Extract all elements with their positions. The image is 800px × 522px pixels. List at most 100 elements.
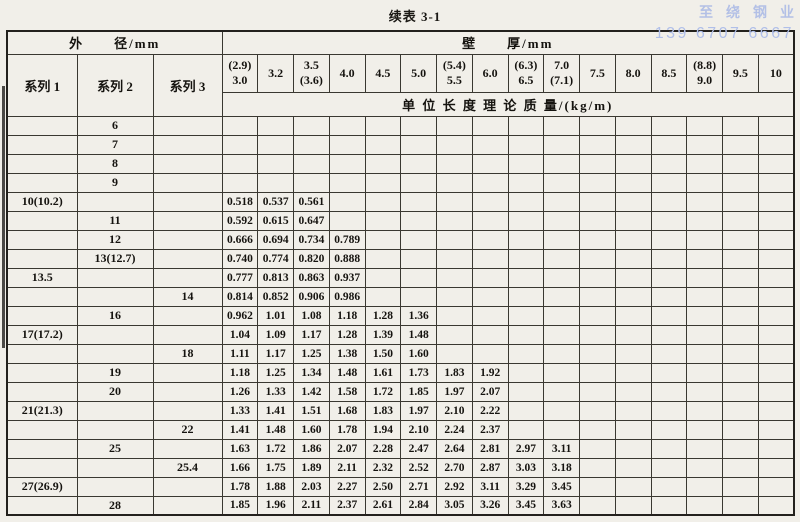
mass-cell: 2.22	[471, 400, 509, 421]
mass-cell	[471, 343, 509, 364]
mass-cell: 1.41	[257, 400, 295, 421]
table-row: 7	[6, 134, 795, 155]
mass-cell	[328, 210, 366, 231]
mass-cell: 1.08	[293, 305, 330, 326]
table-row: 11 0.592 0.615 0.647	[6, 210, 795, 231]
mass-cell: 3.26	[471, 495, 509, 516]
mass-cell: 1.92	[471, 362, 509, 383]
mass-cell	[650, 191, 688, 212]
mass-cell	[650, 457, 688, 478]
mass-cell	[579, 495, 616, 516]
mass-cell: 2.32	[364, 457, 402, 478]
mass-cell	[614, 267, 652, 288]
series2-cell: 12	[76, 229, 154, 250]
thickness-col-header: 5.0	[400, 53, 438, 93]
mass-cell: 1.73	[400, 362, 438, 383]
mass-cell	[436, 229, 473, 250]
mass-cell: 1.18	[328, 305, 366, 326]
mass-cell: 3.29	[507, 476, 545, 497]
mass-cell	[543, 172, 581, 193]
mass-cell	[722, 457, 759, 478]
mass-cell	[436, 286, 473, 307]
mass-cell	[221, 172, 259, 193]
mass-cell: 1.38	[328, 343, 366, 364]
mass-cell	[757, 286, 795, 307]
mass-cell: 0.777	[221, 267, 259, 288]
mass-cell	[614, 229, 652, 250]
mass-cell: 1.72	[257, 438, 295, 459]
table-row: 6	[6, 115, 795, 136]
mass-cell: 1.60	[293, 419, 330, 440]
table-row: 28 1.85 1.96 2.11 2.37 2.61 2.84 3.05 3.26 3.45 3.…	[6, 495, 795, 516]
mass-cell	[614, 343, 652, 364]
mass-cell: 0.592	[221, 210, 259, 231]
series1-cell	[6, 115, 78, 136]
series3-cell	[152, 381, 223, 402]
mass-cell: 1.48	[328, 362, 366, 383]
table-row: 21(21.3) 1.33 1.41 1.51 1.68 1.83 1.97 2.10 2.22	[6, 400, 795, 421]
mass-cell	[364, 172, 402, 193]
outer-diameter-header: 外 径/mm	[6, 30, 223, 55]
series2-cell: 7	[76, 134, 154, 155]
mass-cell	[364, 191, 402, 212]
mass-cell: 0.647	[293, 210, 330, 231]
mass-cell	[436, 153, 473, 174]
mass-cell	[614, 324, 652, 345]
mass-cell	[722, 381, 759, 402]
series1-cell	[6, 153, 78, 174]
thickness-col-header: (8.8) 9.0	[686, 53, 724, 93]
series2-cell	[76, 267, 154, 288]
mass-cell: 1.51	[293, 400, 330, 421]
mass-cell: 1.68	[328, 400, 366, 421]
mass-cell: 1.94	[364, 419, 402, 440]
mass-cell	[614, 438, 652, 459]
series3-cell	[152, 153, 223, 174]
mass-cell: 1.88	[257, 476, 295, 497]
table-row: 13(12.7) 0.740 0.774 0.820 0.888	[6, 248, 795, 269]
mass-cell: 1.33	[221, 400, 259, 421]
mass-cell	[579, 134, 616, 155]
mass-cell	[471, 210, 509, 231]
mass-cell	[364, 134, 402, 155]
mass-cell: 0.774	[257, 248, 295, 269]
series-2-header: 系列 2	[76, 53, 154, 117]
mass-cell: 1.78	[328, 419, 366, 440]
mass-cell	[579, 419, 616, 440]
mass-cell	[650, 400, 688, 421]
mass-cell: 1.18	[221, 362, 259, 383]
series2-cell	[76, 457, 154, 478]
table-row: 16 0.962 1.01 1.08 1.18 1.28 1.36	[6, 305, 795, 326]
mass-cell: 3.05	[436, 495, 473, 516]
mass-cell	[722, 476, 759, 497]
mass-cell	[614, 153, 652, 174]
mass-cell	[507, 267, 545, 288]
mass-cell: 2.52	[400, 457, 438, 478]
mass-cell	[471, 153, 509, 174]
mass-cell	[722, 134, 759, 155]
mass-cell	[328, 134, 366, 155]
series3-cell	[152, 400, 223, 421]
mass-cell: 2.11	[328, 457, 366, 478]
mass-cell	[543, 305, 581, 326]
mass-cell: 2.61	[364, 495, 402, 516]
mass-cell	[686, 172, 724, 193]
mass-cell	[614, 400, 652, 421]
mass-cell	[722, 324, 759, 345]
mass-cell	[757, 324, 795, 345]
mass-cell	[507, 286, 545, 307]
mass-cell	[614, 134, 652, 155]
mass-cell: 2.81	[471, 438, 509, 459]
mass-cell	[364, 115, 402, 136]
mass-cell: 3.45	[543, 476, 581, 497]
table-row: 22 1.41 1.48 1.60 1.78 1.94 2.10 2.24 2.37	[6, 419, 795, 440]
series1-cell	[6, 248, 78, 269]
thickness-col-header: 7.0 (7.1)	[543, 53, 581, 93]
mass-cell	[400, 229, 438, 250]
mass-cell	[686, 476, 724, 497]
mass-cell	[543, 134, 581, 155]
mass-cell	[543, 248, 581, 269]
table-row: 25.4 1.66 1.75 1.89 2.11 2.32 2.52 2.70 2.87 3.03…	[6, 457, 795, 478]
table-row: 27(26.9) 1.78 1.88 2.03 2.27 2.50 2.71 2.92 3.11…	[6, 476, 795, 497]
table-row: 20 1.26 1.33 1.42 1.58 1.72 1.85 1.97 2.07	[6, 381, 795, 402]
series1-cell	[6, 419, 78, 440]
